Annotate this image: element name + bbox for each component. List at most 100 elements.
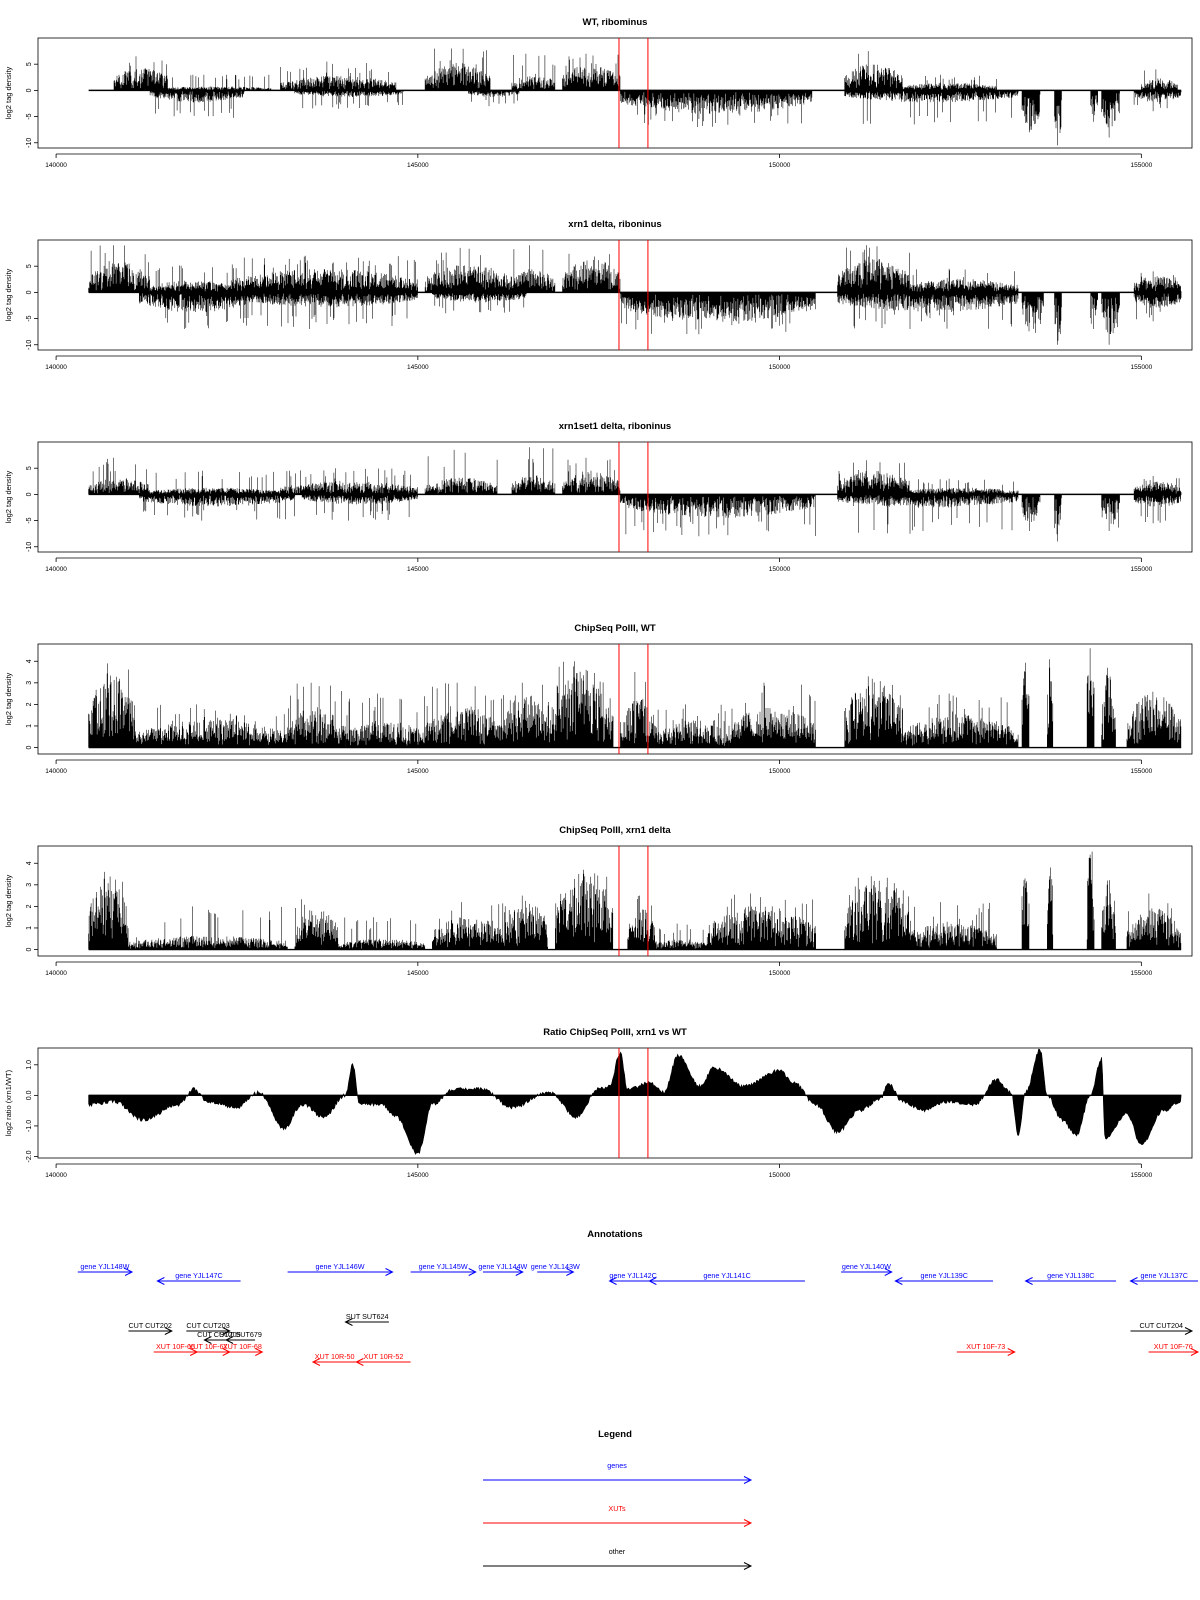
coverage-segment: [149, 470, 281, 495]
feature-label: gene YJL142C: [609, 1271, 656, 1280]
feature-label: XUT 10R-52: [364, 1352, 404, 1361]
y-axis-label: log2 ratio (xrn1/WT): [4, 1069, 13, 1136]
track-panel-3: xrn1set1 delta, riboninus log2 tag densit…: [4, 421, 1193, 573]
coverage-segment: [547, 661, 614, 748]
arrowhead: [355, 1358, 364, 1366]
arrowhead: [648, 1277, 657, 1285]
series-coverage: [113, 48, 1182, 146]
plot-frame: [37, 37, 1193, 149]
coverage-segment: [88, 245, 150, 293]
coverage-segment: [511, 53, 556, 91]
y-tick-label: 0: [26, 745, 33, 749]
coverage-segment: [1133, 271, 1182, 293]
feature-gene: gene YJL138C: [1024, 1271, 1117, 1285]
y-tick-label: -2.0: [26, 1150, 33, 1162]
y-tick-label: 5: [26, 264, 33, 268]
arrowhead: [222, 1327, 231, 1335]
coverage-segment: [656, 704, 729, 748]
legend-label: XUTs: [608, 1504, 626, 1513]
arrowhead: [608, 1277, 617, 1285]
y-tick-label: 1.0: [26, 1060, 33, 1070]
coverage-segment: [1126, 691, 1182, 748]
arrowhead: [884, 1268, 893, 1276]
series-coverage: [88, 245, 1182, 345]
coverage-segment: [620, 672, 657, 748]
track-panel-4: ChipSeq PolII, WT log2 tag density 0 1 2 3 4 14…: [4, 623, 1193, 775]
arrowhead: [566, 1268, 575, 1276]
coverage-segment: [236, 292, 418, 329]
coverage-segment: [139, 494, 296, 521]
coverage-segment: [627, 895, 657, 950]
coverage-segment: [113, 56, 169, 91]
coverage-segment: [1021, 662, 1030, 748]
coverage-segment: [1086, 851, 1095, 950]
x-tick-label: 145000: [407, 566, 429, 573]
arrowhead: [385, 1268, 394, 1276]
coverage-segment: [706, 893, 816, 950]
feature-label: XUT 10R-50: [315, 1352, 355, 1361]
annotations-panel: Annotations gene YJL148W gene YJL147C gene …: [77, 1229, 1200, 1366]
track-title: WT, ribominus: [583, 17, 648, 28]
arrowhead: [124, 1268, 134, 1276]
feature-gene: gene YJL144W: [478, 1262, 528, 1276]
feature-gene: gene YJL143W: [531, 1262, 580, 1276]
y-axis-label: log2 tag density: [4, 874, 13, 927]
feature-label: XUT 10F-67: [189, 1342, 228, 1351]
x-tick-label: 155000: [1131, 364, 1153, 371]
y-tick-label: 4: [26, 659, 33, 663]
arrowhead: [203, 1336, 212, 1344]
y-tick-label: 0: [26, 290, 33, 294]
x-tick-label: 155000: [1131, 970, 1153, 977]
coverage-segment: [1101, 880, 1116, 950]
coverage-segment: [1021, 878, 1030, 950]
plot-frame: [37, 239, 1193, 351]
feature-label: CUT CUT202: [128, 1321, 171, 1330]
feature-label: gene YJL144W: [478, 1262, 527, 1271]
coverage-segment: [620, 494, 816, 537]
x-tick-label: 145000: [407, 364, 429, 371]
x-tick-label: 150000: [769, 970, 791, 977]
feature-gene: gene YJL139C: [894, 1271, 994, 1285]
track-title: xrn1set1 delta, riboninus: [559, 421, 671, 432]
coverage-segment: [844, 90, 1019, 125]
feature-label: SUT SUT624: [346, 1312, 389, 1321]
coverage-segment: [555, 869, 614, 950]
coverage-segment: [294, 899, 339, 950]
x-tick-label: 155000: [1131, 768, 1153, 775]
coverage-segment: [902, 902, 997, 950]
coverage-segment: [1086, 648, 1095, 748]
feature-label: gene YJL143W: [531, 1262, 580, 1271]
coverage-segment: [157, 74, 274, 91]
coverage-segment: [902, 74, 997, 91]
coverage-segment: [562, 457, 621, 495]
coverage-segment: [1126, 893, 1182, 950]
arrowhead: [743, 1476, 753, 1484]
x-tick-label: 140000: [45, 566, 67, 573]
y-tick-label: 0: [26, 492, 33, 496]
arrowhead: [743, 1519, 753, 1527]
x-tick-label: 140000: [45, 162, 67, 169]
y-tick-label: -10: [26, 542, 33, 552]
arrowhead: [1190, 1348, 1200, 1356]
feature-label: gene YJL146W: [316, 1262, 365, 1271]
coverage-segment: [844, 876, 910, 950]
plot-frame: [37, 845, 1193, 957]
coverage-segment: [1054, 90, 1062, 146]
coverage-segment: [345, 693, 426, 748]
coverage-segment: [88, 663, 136, 748]
y-tick-label: -5: [26, 315, 33, 321]
coverage-segment: [128, 906, 288, 950]
feature-other: CUT CUT203: [186, 1321, 231, 1335]
x-tick-label: 150000: [769, 1172, 791, 1179]
y-tick-label: 0: [26, 88, 33, 92]
coverage-segment: [620, 292, 816, 335]
coverage-segment: [1101, 494, 1120, 531]
arrowhead: [1024, 1277, 1033, 1285]
coverage-segment: [1101, 292, 1120, 345]
track-title: ChipSeq PolII, WT: [574, 623, 655, 634]
y-tick-label: -10: [26, 340, 33, 350]
feature-label: gene YJL148W: [80, 1262, 129, 1271]
feature-label: gene YJL139C: [920, 1271, 967, 1280]
track-panel-5: ChipSeq PolII, xrn1 delta log2 tag densit…: [4, 825, 1193, 977]
feature-gene: gene YJL147C: [156, 1271, 241, 1285]
